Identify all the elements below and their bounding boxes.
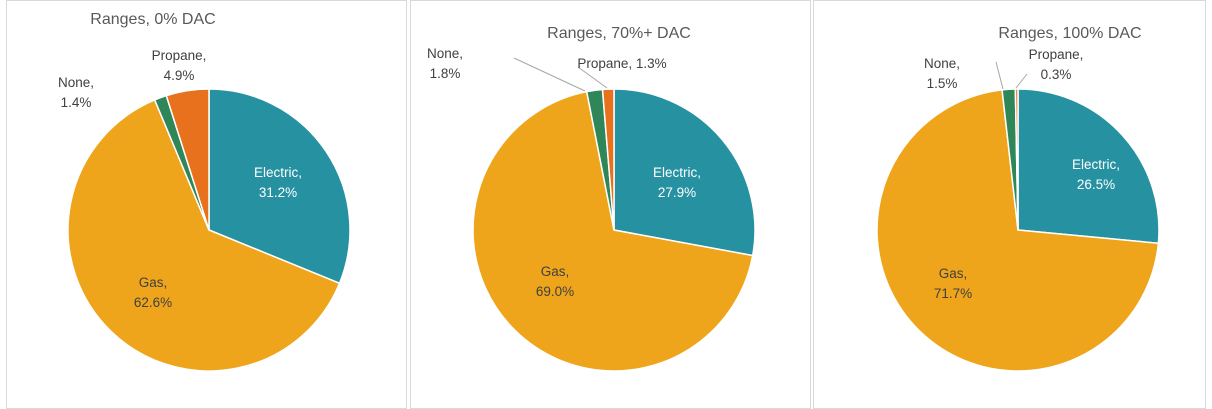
data-label-electric: Electric, 31.2% — [254, 165, 302, 200]
data-label-gas-value: 69.0% — [536, 284, 574, 299]
data-label-gas-name: Gas, — [939, 266, 968, 281]
data-label-none-value: 1.8% — [430, 66, 461, 81]
data-label-gas-value: 62.6% — [134, 295, 172, 310]
data-label-none-name: None, — [924, 56, 960, 71]
chart-panel-2: Ranges, 70%+ DAC Electric, 27.9% Gas, 69… — [410, 0, 811, 409]
pie-slices — [876, 88, 1160, 372]
leader-line-none — [513, 57, 586, 92]
pie-slices — [67, 88, 351, 372]
pie-slice-electric — [613, 88, 756, 257]
data-label-propane: Propane, 4.9% — [152, 48, 207, 83]
data-label-electric-name: Electric, — [1072, 157, 1120, 172]
chart-title: Ranges, 100% DAC — [998, 25, 1141, 42]
data-label-none-value: 1.5% — [927, 76, 958, 91]
pie-slice-electric — [1017, 88, 1160, 245]
pie-chart-svg: Ranges, 100% DAC Electric, 26.5% Gas, 71… — [876, 25, 1160, 372]
data-label-propane-value: 0.3% — [1041, 67, 1072, 82]
data-label-propane: Propane, 1.3% — [577, 56, 666, 71]
data-label-gas-value: 71.7% — [934, 286, 972, 301]
data-label-gas-name: Gas, — [139, 275, 168, 290]
pie-slice-electric — [208, 88, 351, 285]
data-label-electric: Electric, 26.5% — [1072, 157, 1120, 192]
pie-chart-svg: Ranges, 70%+ DAC Electric, 27.9% Gas, 69… — [427, 25, 756, 372]
leader-line-propane — [577, 66, 608, 89]
data-label-electric: Electric, 27.9% — [653, 165, 701, 200]
data-label-gas-name: Gas, — [541, 264, 570, 279]
pie-slice-propane — [1014, 88, 1019, 231]
data-label-electric-value: 31.2% — [259, 185, 297, 200]
data-label-electric-value: 26.5% — [1077, 177, 1115, 192]
data-label-gas: Gas, 62.6% — [134, 275, 172, 310]
data-label-propane-name: Propane, — [1029, 47, 1084, 62]
chart-title: Ranges, 70%+ DAC — [547, 25, 691, 42]
data-label-electric-name: Electric, — [653, 165, 701, 180]
chart-panel-3: Ranges, 100% DAC Electric, 26.5% Gas, 71… — [813, 0, 1206, 409]
data-label-propane-name: Propane, — [152, 48, 207, 63]
pie-slice-propane — [601, 88, 615, 231]
chart-title: Ranges, 0% DAC — [90, 11, 215, 28]
leader-line-none — [995, 61, 1004, 90]
data-label-none-name: None, — [427, 46, 463, 61]
data-label-none-value: 1.4% — [61, 95, 92, 110]
chart-panel-1: Ranges, 0% DAC Electric, 31.2% Gas, 62.6… — [6, 0, 407, 409]
data-label-electric-value: 27.9% — [658, 185, 696, 200]
pie-chart-svg: Ranges, 0% DAC Electric, 31.2% Gas, 62.6… — [58, 11, 351, 372]
data-label-gas: Gas, 69.0% — [536, 264, 574, 299]
leader-line-propane — [1015, 73, 1028, 89]
pie-slice-gas — [472, 90, 754, 372]
data-label-none-name: None, — [58, 75, 94, 90]
data-label-propane: Propane, 0.3% — [1029, 47, 1084, 82]
data-label-gas: Gas, 71.7% — [934, 266, 972, 301]
pie-slice-gas — [876, 89, 1160, 372]
pie-slice-gas — [67, 98, 341, 372]
data-label-none: None, 1.4% — [58, 75, 94, 110]
pie-slices — [472, 88, 756, 372]
data-label-none: None, 1.5% — [924, 56, 960, 91]
data-label-propane-value: 4.9% — [164, 68, 195, 83]
data-label-propane-name: Propane, 1.3% — [577, 56, 666, 71]
pie-slice-propane — [165, 88, 210, 231]
data-label-electric-name: Electric, — [254, 165, 302, 180]
data-label-none: None, 1.8% — [427, 46, 463, 81]
